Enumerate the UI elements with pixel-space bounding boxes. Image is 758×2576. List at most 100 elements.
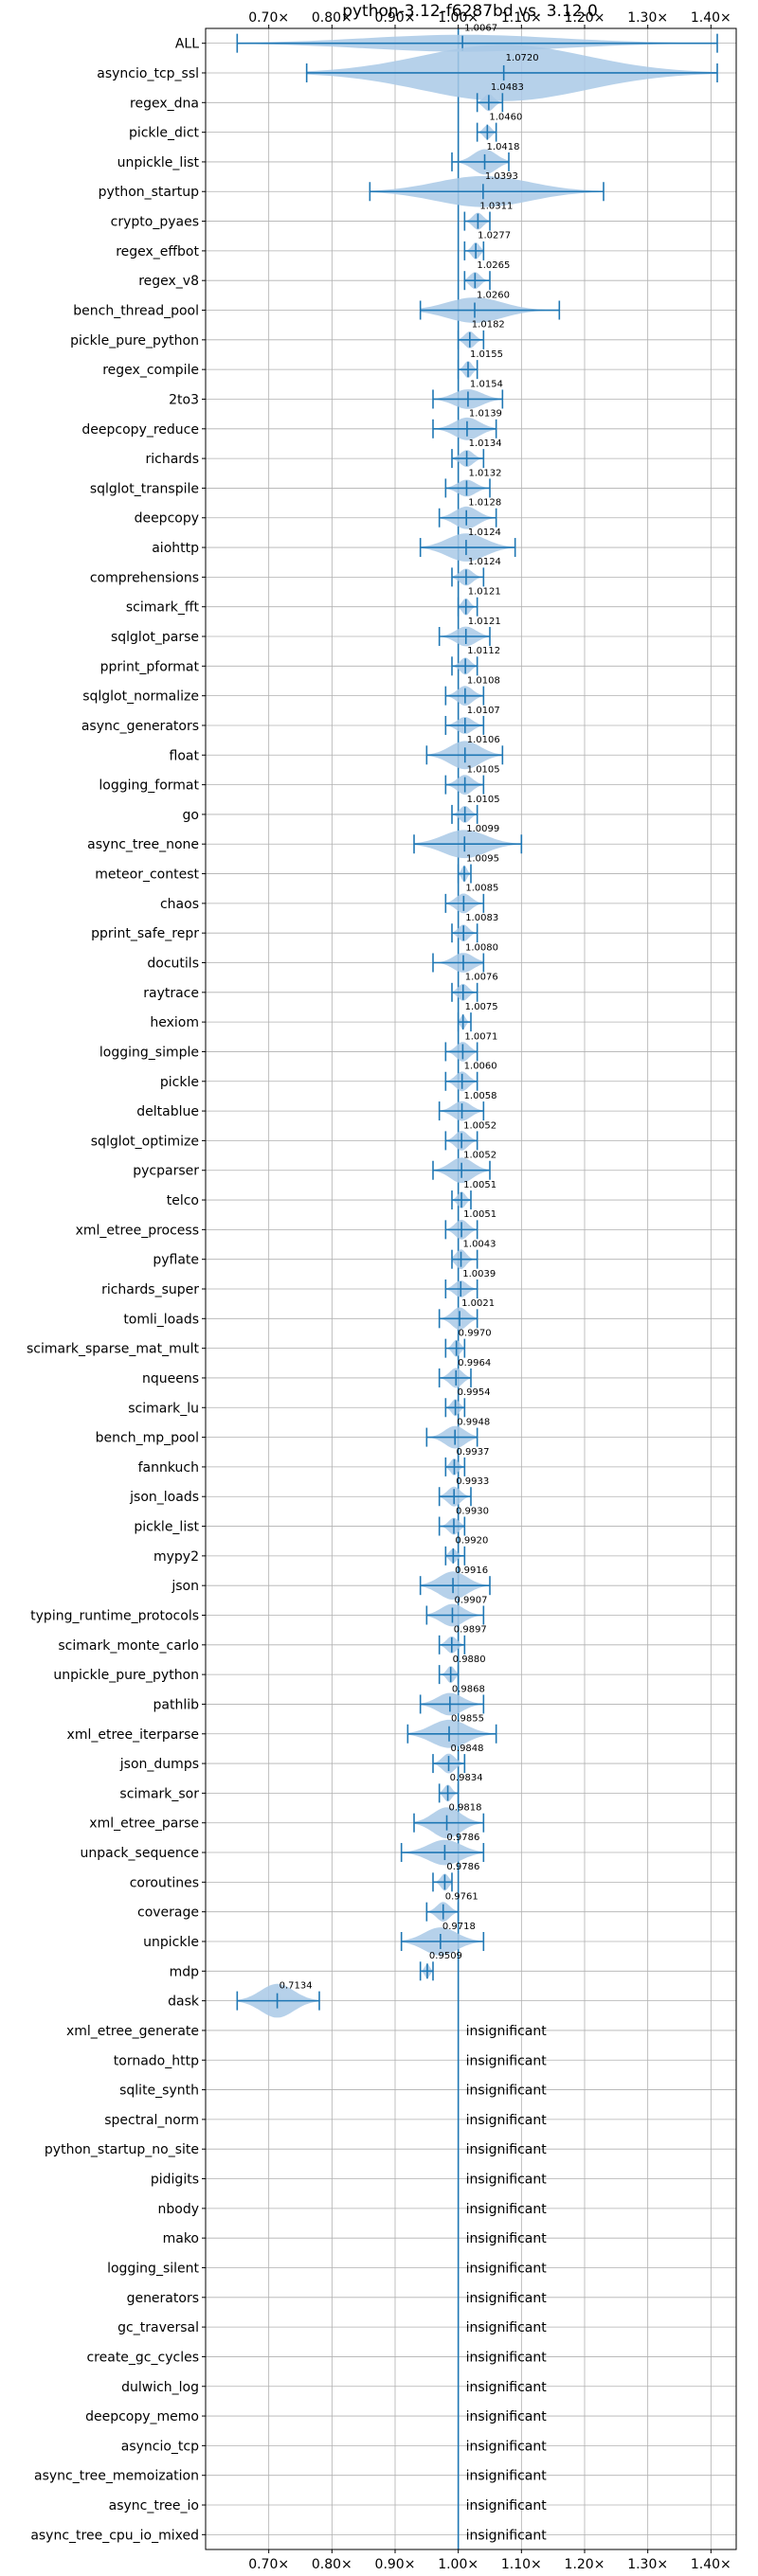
benchmark-label: pathlib bbox=[153, 1697, 200, 1712]
value-label: 1.0095 bbox=[466, 853, 499, 864]
benchmark-label: logging_silent bbox=[107, 2261, 199, 2276]
x-tick-label-bottom: 1.20× bbox=[565, 2557, 605, 2572]
value-label: 0.9916 bbox=[455, 1565, 488, 1576]
benchmark-label: regex_compile bbox=[102, 363, 199, 378]
benchmark-label: generators bbox=[127, 2291, 199, 2306]
insignificant-label: insignificant bbox=[466, 2380, 548, 2395]
benchmark-label: fannkuch bbox=[138, 1460, 199, 1476]
x-tick-label-bottom: 0.90× bbox=[375, 2557, 416, 2572]
x-tick-label-bottom: 1.30× bbox=[627, 2557, 668, 2572]
benchmark-label: raytrace bbox=[143, 986, 199, 1001]
benchmark-label: regex_v8 bbox=[138, 274, 199, 289]
value-label: 1.0720 bbox=[506, 53, 539, 63]
value-label: 1.0139 bbox=[469, 409, 502, 420]
value-label: 0.9848 bbox=[451, 1744, 484, 1754]
benchmark-label: logging_format bbox=[99, 778, 199, 794]
value-label: 1.0105 bbox=[467, 795, 500, 805]
insignificant-label: insignificant bbox=[466, 2320, 548, 2335]
benchmark-label: asyncio_tcp_ssl bbox=[97, 66, 199, 81]
benchmark-label: sqlglot_parse bbox=[111, 630, 199, 645]
value-label: 0.9818 bbox=[449, 1803, 482, 1814]
benchmark-label: async_tree_cpu_io_mixed bbox=[30, 2528, 199, 2543]
x-tick-label-top: 1.40× bbox=[691, 10, 731, 26]
benchmark-label: float bbox=[170, 748, 200, 763]
value-label: 1.0021 bbox=[461, 1298, 495, 1309]
value-label: 0.9970 bbox=[459, 1328, 492, 1338]
x-tick-label-top: 1.00× bbox=[438, 10, 478, 26]
value-label: 1.0418 bbox=[487, 142, 520, 152]
value-label: 1.0075 bbox=[465, 1002, 498, 1012]
value-label: 0.9509 bbox=[429, 1951, 462, 1961]
insignificant-label: insignificant bbox=[466, 2469, 548, 2484]
benchmark-label: scimark_sparse_mat_mult bbox=[27, 1342, 199, 1357]
violin-layer bbox=[236, 28, 718, 2549]
benchmark-label: spectral_norm bbox=[104, 2113, 199, 2128]
benchmark-label: ALL bbox=[175, 37, 199, 52]
x-tick-label-bottom: 0.70× bbox=[248, 2557, 289, 2572]
benchmark-label: unpickle_list bbox=[117, 155, 200, 170]
value-label: 0.9897 bbox=[454, 1625, 487, 1636]
x-tick-label-bottom: 1.10× bbox=[501, 2557, 542, 2572]
value-label: 1.0051 bbox=[463, 1180, 496, 1190]
benchmark-label: unpack_sequence bbox=[81, 1846, 199, 1861]
value-label: 1.0080 bbox=[465, 942, 498, 953]
value-label: 0.9855 bbox=[451, 1714, 484, 1725]
benchmark-label: richards_super bbox=[101, 1282, 199, 1297]
value-label: 1.0060 bbox=[464, 1062, 497, 1072]
x-tick-label-top: 1.10× bbox=[501, 10, 542, 26]
benchmark-label: scimark_sor bbox=[119, 1786, 199, 1801]
value-label: 0.9964 bbox=[458, 1358, 491, 1368]
value-label: 1.0085 bbox=[465, 884, 498, 894]
benchmark-label: json bbox=[171, 1579, 199, 1594]
insignificant-label: insignificant bbox=[466, 2261, 548, 2276]
value-label: 1.0155 bbox=[470, 349, 503, 360]
benchmark-label: sqlglot_optimize bbox=[91, 1134, 199, 1149]
value-label: 1.0134 bbox=[469, 438, 502, 449]
value-label: 0.9868 bbox=[452, 1684, 485, 1694]
benchmark-label: unpickle bbox=[143, 1935, 199, 1950]
x-tick-label-top: 1.30× bbox=[627, 10, 668, 26]
benchmark-label: pickle_dict bbox=[129, 126, 200, 141]
benchmark-label: python_startup bbox=[99, 185, 199, 200]
value-label: 1.0071 bbox=[464, 1031, 497, 1042]
value-label: 0.9834 bbox=[450, 1773, 483, 1783]
value-label: 1.0128 bbox=[468, 498, 501, 509]
benchmark-label: sqlite_synth bbox=[119, 2084, 199, 2099]
value-label: 1.0483 bbox=[491, 82, 524, 93]
benchmark-label: create_gc_cycles bbox=[86, 2350, 199, 2365]
value-label: 1.0265 bbox=[477, 260, 510, 271]
benchmark-label: xml_etree_iterparse bbox=[67, 1727, 199, 1743]
benchmark-label: go bbox=[183, 808, 199, 823]
benchmark-label: meteor_contest bbox=[95, 868, 199, 883]
insignificant-label: insignificant bbox=[466, 2024, 548, 2039]
benchmark-label: tornado_http bbox=[114, 2053, 199, 2068]
benchmark-label: scimark_monte_carlo bbox=[58, 1638, 199, 1654]
x-tick-label-top: 1.20× bbox=[565, 10, 605, 26]
benchmark-label: mdp bbox=[170, 1964, 200, 1979]
value-label: 0.9954 bbox=[458, 1387, 491, 1398]
benchmark-label: deepcopy bbox=[135, 511, 199, 527]
value-label: 0.9880 bbox=[453, 1655, 486, 1665]
value-label: 1.0052 bbox=[463, 1120, 496, 1131]
insignificant-label: insignificant bbox=[466, 2498, 548, 2513]
benchmark-label: scimark_fft bbox=[126, 600, 200, 616]
x-tick-label-top: 0.80× bbox=[312, 10, 352, 26]
plot-frame bbox=[205, 27, 737, 2550]
benchmark-label: docutils bbox=[147, 957, 199, 972]
benchmark-label: xml_etree_parse bbox=[89, 1816, 199, 1832]
benchmark-label: json_loads bbox=[129, 1490, 199, 1505]
value-label: 1.0107 bbox=[467, 706, 500, 716]
value-label: 1.0105 bbox=[467, 764, 500, 775]
benchmark-label: pickle_list bbox=[134, 1520, 199, 1535]
value-label: 0.9930 bbox=[456, 1506, 489, 1516]
label-layer: ALL asyncio_tcp_ssl regex_dna pickle_dictun… bbox=[27, 24, 547, 2544]
benchmark-label: aiohttp bbox=[152, 541, 199, 556]
benchmark-label: pickle bbox=[160, 1075, 199, 1090]
x-tick-label-top: 0.90× bbox=[375, 10, 416, 26]
benchmark-label: pidigits bbox=[151, 2173, 199, 2188]
insignificant-label: insignificant bbox=[466, 2113, 548, 2128]
benchmark-label: json_dumps bbox=[119, 1757, 199, 1772]
value-label: 1.0393 bbox=[485, 171, 518, 182]
benchmark-label: richards bbox=[146, 452, 200, 467]
value-label: 1.0132 bbox=[468, 468, 501, 478]
